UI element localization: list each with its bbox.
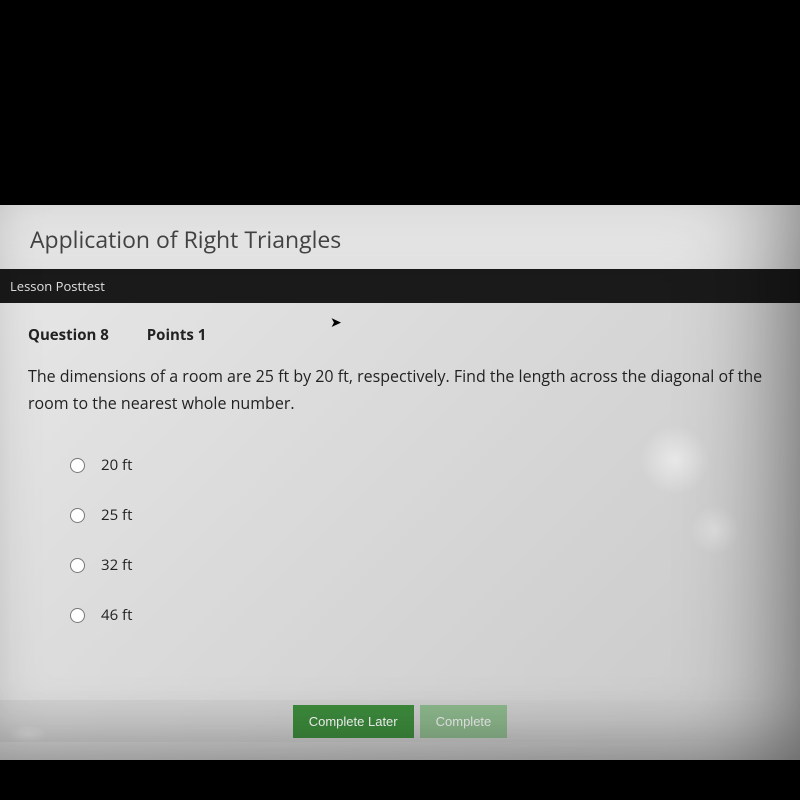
options-list: 20 ft 25 ft 32 ft 46 ft: [28, 455, 772, 625]
option-label: 20 ft: [101, 455, 132, 475]
option-4[interactable]: 46 ft: [70, 605, 772, 625]
option-label: 46 ft: [101, 605, 132, 625]
button-bar: Complete Later Complete: [0, 700, 800, 742]
option-1[interactable]: 20 ft: [70, 455, 772, 475]
option-label: 25 ft: [101, 505, 132, 525]
question-points: Points 1: [147, 325, 207, 345]
option-3[interactable]: 32 ft: [70, 555, 772, 575]
complete-button[interactable]: Complete: [420, 705, 508, 738]
option-label: 32 ft: [101, 555, 132, 575]
page-title: Application of Right Triangles: [0, 205, 800, 269]
question-meta: Question 8 Points 1: [28, 325, 772, 345]
complete-later-button[interactable]: Complete Later: [293, 705, 414, 738]
question-number: Question 8: [28, 325, 109, 345]
radio-icon[interactable]: [70, 558, 85, 573]
question-text: The dimensions of a room are 25 ft by 20…: [28, 363, 772, 417]
radio-icon[interactable]: [70, 608, 85, 623]
option-2[interactable]: 25 ft: [70, 505, 772, 525]
radio-icon[interactable]: [70, 458, 85, 473]
radio-icon[interactable]: [70, 508, 85, 523]
lesson-bar: Lesson Posttest: [0, 269, 800, 303]
question-content: Question 8 Points 1 The dimensions of a …: [0, 303, 800, 675]
quiz-screen: Application of Right Triangles Lesson Po…: [0, 205, 800, 760]
